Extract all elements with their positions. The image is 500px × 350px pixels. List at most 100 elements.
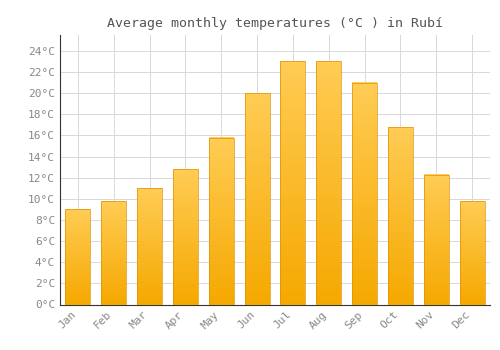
Bar (66, 302, 90, 303)
Bar (280, 168, 305, 171)
Bar (280, 219, 305, 222)
Bar (352, 302, 377, 304)
Bar (173, 275, 198, 276)
Bar (316, 93, 342, 96)
Bar (460, 253, 484, 254)
Bar (66, 273, 90, 274)
Bar (208, 289, 234, 291)
Bar (388, 267, 413, 269)
Bar (173, 286, 198, 287)
Bar (137, 296, 162, 297)
Bar (388, 150, 413, 152)
Bar (316, 248, 342, 251)
Bar (316, 91, 342, 93)
Bar (137, 258, 162, 259)
Bar (280, 261, 305, 263)
Bar (388, 281, 413, 283)
Bar (208, 224, 234, 226)
Bar (388, 232, 413, 233)
Bar (66, 267, 90, 268)
Bar (244, 190, 270, 192)
Bar (137, 266, 162, 267)
Bar (137, 257, 162, 258)
Bar (101, 202, 126, 203)
Bar (137, 295, 162, 296)
Bar (280, 212, 305, 215)
Bar (352, 83, 377, 85)
Bar (280, 197, 305, 200)
Bar (388, 239, 413, 240)
Bar (66, 210, 90, 211)
Bar (280, 74, 305, 76)
Bar (101, 208, 126, 209)
Bar (352, 145, 377, 147)
Bar (101, 258, 126, 259)
Bar (173, 272, 198, 273)
Bar (280, 297, 305, 300)
Bar (208, 234, 234, 236)
Bar (66, 244, 90, 245)
Bar (424, 212, 449, 214)
Bar (173, 271, 198, 272)
Bar (137, 232, 162, 233)
Bar (66, 295, 90, 296)
Bar (424, 210, 449, 211)
Bar (388, 176, 413, 178)
Bar (352, 182, 377, 185)
Bar (244, 279, 270, 281)
Bar (208, 171, 234, 173)
Bar (101, 287, 126, 288)
Bar (66, 278, 90, 279)
Bar (424, 265, 449, 267)
Bar (244, 203, 270, 205)
Bar (460, 280, 484, 281)
Bar (101, 201, 126, 304)
Bar (101, 209, 126, 210)
Bar (208, 149, 234, 151)
Bar (388, 191, 413, 192)
Bar (173, 177, 198, 179)
Bar (460, 297, 484, 298)
Bar (424, 233, 449, 234)
Bar (244, 127, 270, 129)
Bar (208, 138, 234, 139)
Bar (352, 178, 377, 180)
Bar (244, 106, 270, 108)
Bar (280, 78, 305, 81)
Bar (460, 243, 484, 244)
Bar (208, 298, 234, 300)
Bar (66, 249, 90, 250)
Bar (316, 215, 342, 217)
Bar (208, 236, 234, 238)
Bar (101, 262, 126, 263)
Bar (208, 246, 234, 248)
Bar (280, 185, 305, 188)
Bar (388, 146, 413, 148)
Bar (66, 290, 90, 291)
Bar (424, 290, 449, 292)
Bar (101, 265, 126, 266)
Bar (66, 282, 90, 284)
Bar (208, 189, 234, 191)
Bar (460, 226, 484, 227)
Bar (352, 100, 377, 103)
Bar (173, 214, 198, 215)
Bar (460, 256, 484, 257)
Bar (66, 280, 90, 281)
Bar (316, 107, 342, 110)
Bar (101, 299, 126, 300)
Bar (280, 66, 305, 69)
Bar (66, 261, 90, 262)
Bar (66, 221, 90, 222)
Bar (244, 97, 270, 99)
Bar (280, 93, 305, 96)
Bar (66, 231, 90, 232)
Bar (244, 120, 270, 123)
Bar (66, 237, 90, 238)
Bar (352, 176, 377, 178)
Bar (66, 239, 90, 240)
Bar (208, 299, 234, 301)
Bar (352, 265, 377, 267)
Bar (137, 267, 162, 268)
Bar (137, 221, 162, 222)
